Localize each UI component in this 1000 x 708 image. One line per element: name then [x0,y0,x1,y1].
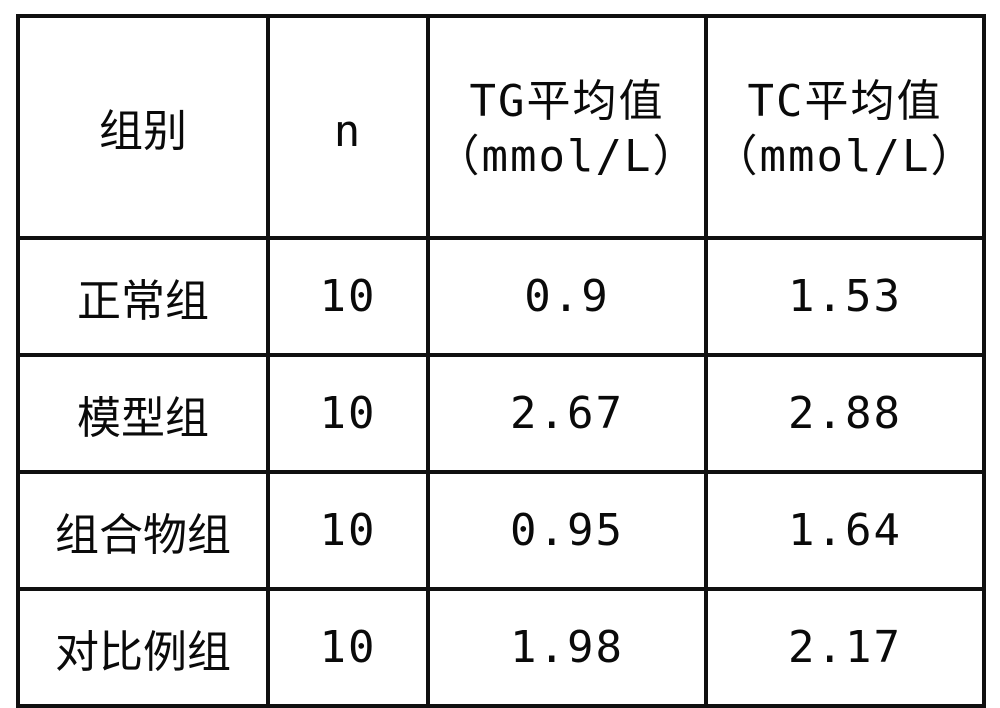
table-row: 模型组 10 2.67 2.88 [18,355,984,472]
cell-tc: 2.17 [706,589,984,706]
cell-n: 10 [268,472,428,589]
table-row: 正常组 10 0.9 1.53 [18,238,984,355]
data-table: 组别 n TG平均值 （mmol/L） TC平均值 [16,14,986,708]
cell-tc: 2.88 [706,355,984,472]
table-header-row: 组别 n TG平均值 （mmol/L） TC平均值 [18,16,984,238]
table-row: 组合物组 10 0.95 1.64 [18,472,984,589]
col-header-tc-l2: （mmol/L） [714,129,977,184]
col-header-n-label: n [334,104,363,159]
col-header-n: n [268,16,428,238]
cell-tc: 1.64 [706,472,984,589]
cell-tg: 2.67 [428,355,706,472]
cell-n: 10 [268,238,428,355]
col-header-tc: TC平均值 （mmol/L） [706,16,984,238]
cell-n: 10 [268,355,428,472]
cell-n: 10 [268,589,428,706]
data-table-container: 组别 n TG平均值 （mmol/L） TC平均值 [0,0,1000,702]
col-header-tg-l2: （mmol/L） [436,129,699,184]
cell-group: 正常组 [18,238,268,355]
col-header-group: 组别 [18,16,268,238]
cell-tg: 1.98 [428,589,706,706]
cell-group: 模型组 [18,355,268,472]
cell-group: 组合物组 [18,472,268,589]
col-header-tg: TG平均值 （mmol/L） [428,16,706,238]
col-header-tg-l1: TG平均值 [470,76,665,127]
col-header-tc-l1: TC平均值 [748,76,943,127]
cell-tc: 1.53 [706,238,984,355]
table-row: 对比例组 10 1.98 2.17 [18,589,984,706]
cell-tg: 0.95 [428,472,706,589]
cell-group: 对比例组 [18,589,268,706]
col-header-group-label: 组别 [99,104,187,159]
cell-tg: 0.9 [428,238,706,355]
